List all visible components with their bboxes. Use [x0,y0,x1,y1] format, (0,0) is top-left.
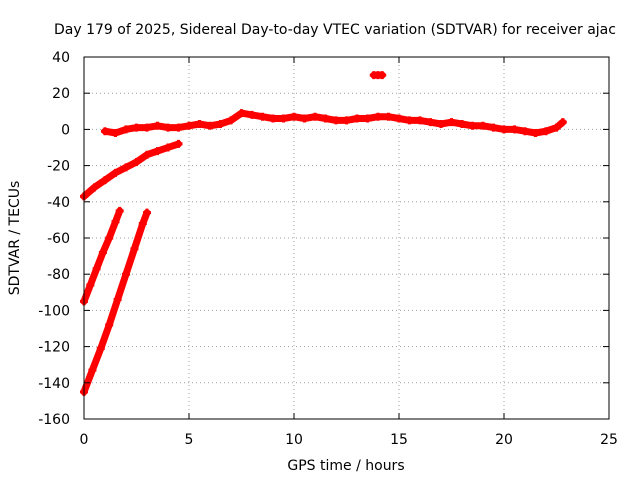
data-point [405,116,414,125]
data-point [122,125,130,134]
y-tick-label: -20 [47,159,70,175]
x-tick-label: 5 [185,432,194,448]
data-point [332,116,340,125]
data-point [164,143,172,152]
data-point [195,119,204,128]
data-point [558,118,567,127]
data-point [416,116,424,125]
data-point [132,157,141,166]
data-point [378,71,387,80]
data-point [321,114,330,123]
data-point [143,208,151,217]
x-tick-label: 15 [390,432,408,448]
series-arc-4 [101,109,567,138]
chart-title: Day 179 of 2025, Sidereal Day-to-day VTE… [54,22,616,38]
data-point [237,109,246,118]
data-point [290,112,298,121]
data-point [216,119,225,128]
data-point [363,114,372,123]
data-point [113,295,122,304]
data-point [90,183,99,192]
y-tick-label: -80 [47,267,70,283]
series-trace [80,140,182,200]
data-point [342,116,351,125]
data-point [105,234,114,242]
y-tick-label: -100 [38,303,70,319]
data-point [479,121,487,130]
data-point [353,114,361,123]
data-point [510,125,519,134]
data-point [468,121,477,130]
data-point [248,110,256,119]
data-point [111,217,120,226]
data-point [227,116,235,125]
y-tick-label: 40 [52,50,70,66]
y-tick-label: -40 [47,195,70,211]
data-point [311,112,319,121]
data-point [122,270,130,279]
y-axis-label: SDTVAR / TECUs [7,181,23,296]
x-tick-label: 10 [285,432,303,448]
data-point [153,147,162,156]
data-point [164,123,172,132]
data-point [447,118,456,127]
axis-ticks: 0 5 10 15 20 25 -160 -140 -120 -100 -80 -60 -40 -20 0 2… [38,50,618,448]
data-point [279,114,288,123]
x-tick-label: 25 [600,432,618,448]
data-point [458,119,466,128]
data-point [531,129,540,138]
data-point [143,150,151,159]
data-point [437,119,445,128]
data-point [111,168,120,177]
data-point [269,114,277,123]
data-point [542,127,550,136]
x-tick-label: 20 [495,432,513,448]
data-point [98,248,107,257]
x-axis-label: GPS time / hours [287,458,404,474]
data-point [130,244,139,253]
data-point [174,123,183,132]
y-tick-label: -140 [38,376,70,392]
data-point [111,129,120,138]
x-tick-label: 0 [80,432,89,448]
data-point [153,121,162,130]
data-point [300,114,309,123]
series-arc-5 [369,71,387,80]
data-point [489,123,498,132]
data-point [96,344,105,353]
data-points [80,71,567,396]
data-point [185,121,193,130]
data-point [395,114,403,123]
y-tick-label: 0 [61,122,70,138]
data-point [258,112,267,121]
data-point [101,127,109,136]
data-point [88,366,97,375]
data-point [122,163,130,172]
data-point [206,121,214,130]
y-tick-label: 20 [52,86,70,102]
data-point [92,264,101,273]
data-point [521,127,529,136]
y-tick-label: -120 [38,340,70,356]
y-tick-label: -60 [47,231,70,247]
data-point [374,112,382,121]
data-point [115,206,124,215]
data-point [105,320,114,329]
data-point [138,219,147,228]
data-point [426,118,435,127]
data-point [174,139,183,148]
data-point [500,125,508,134]
data-point [132,123,141,132]
data-point [552,123,561,132]
data-point [101,176,109,185]
y-tick-label: -160 [38,412,70,428]
data-point [384,112,393,121]
data-point [86,281,95,290]
data-point [143,123,151,132]
